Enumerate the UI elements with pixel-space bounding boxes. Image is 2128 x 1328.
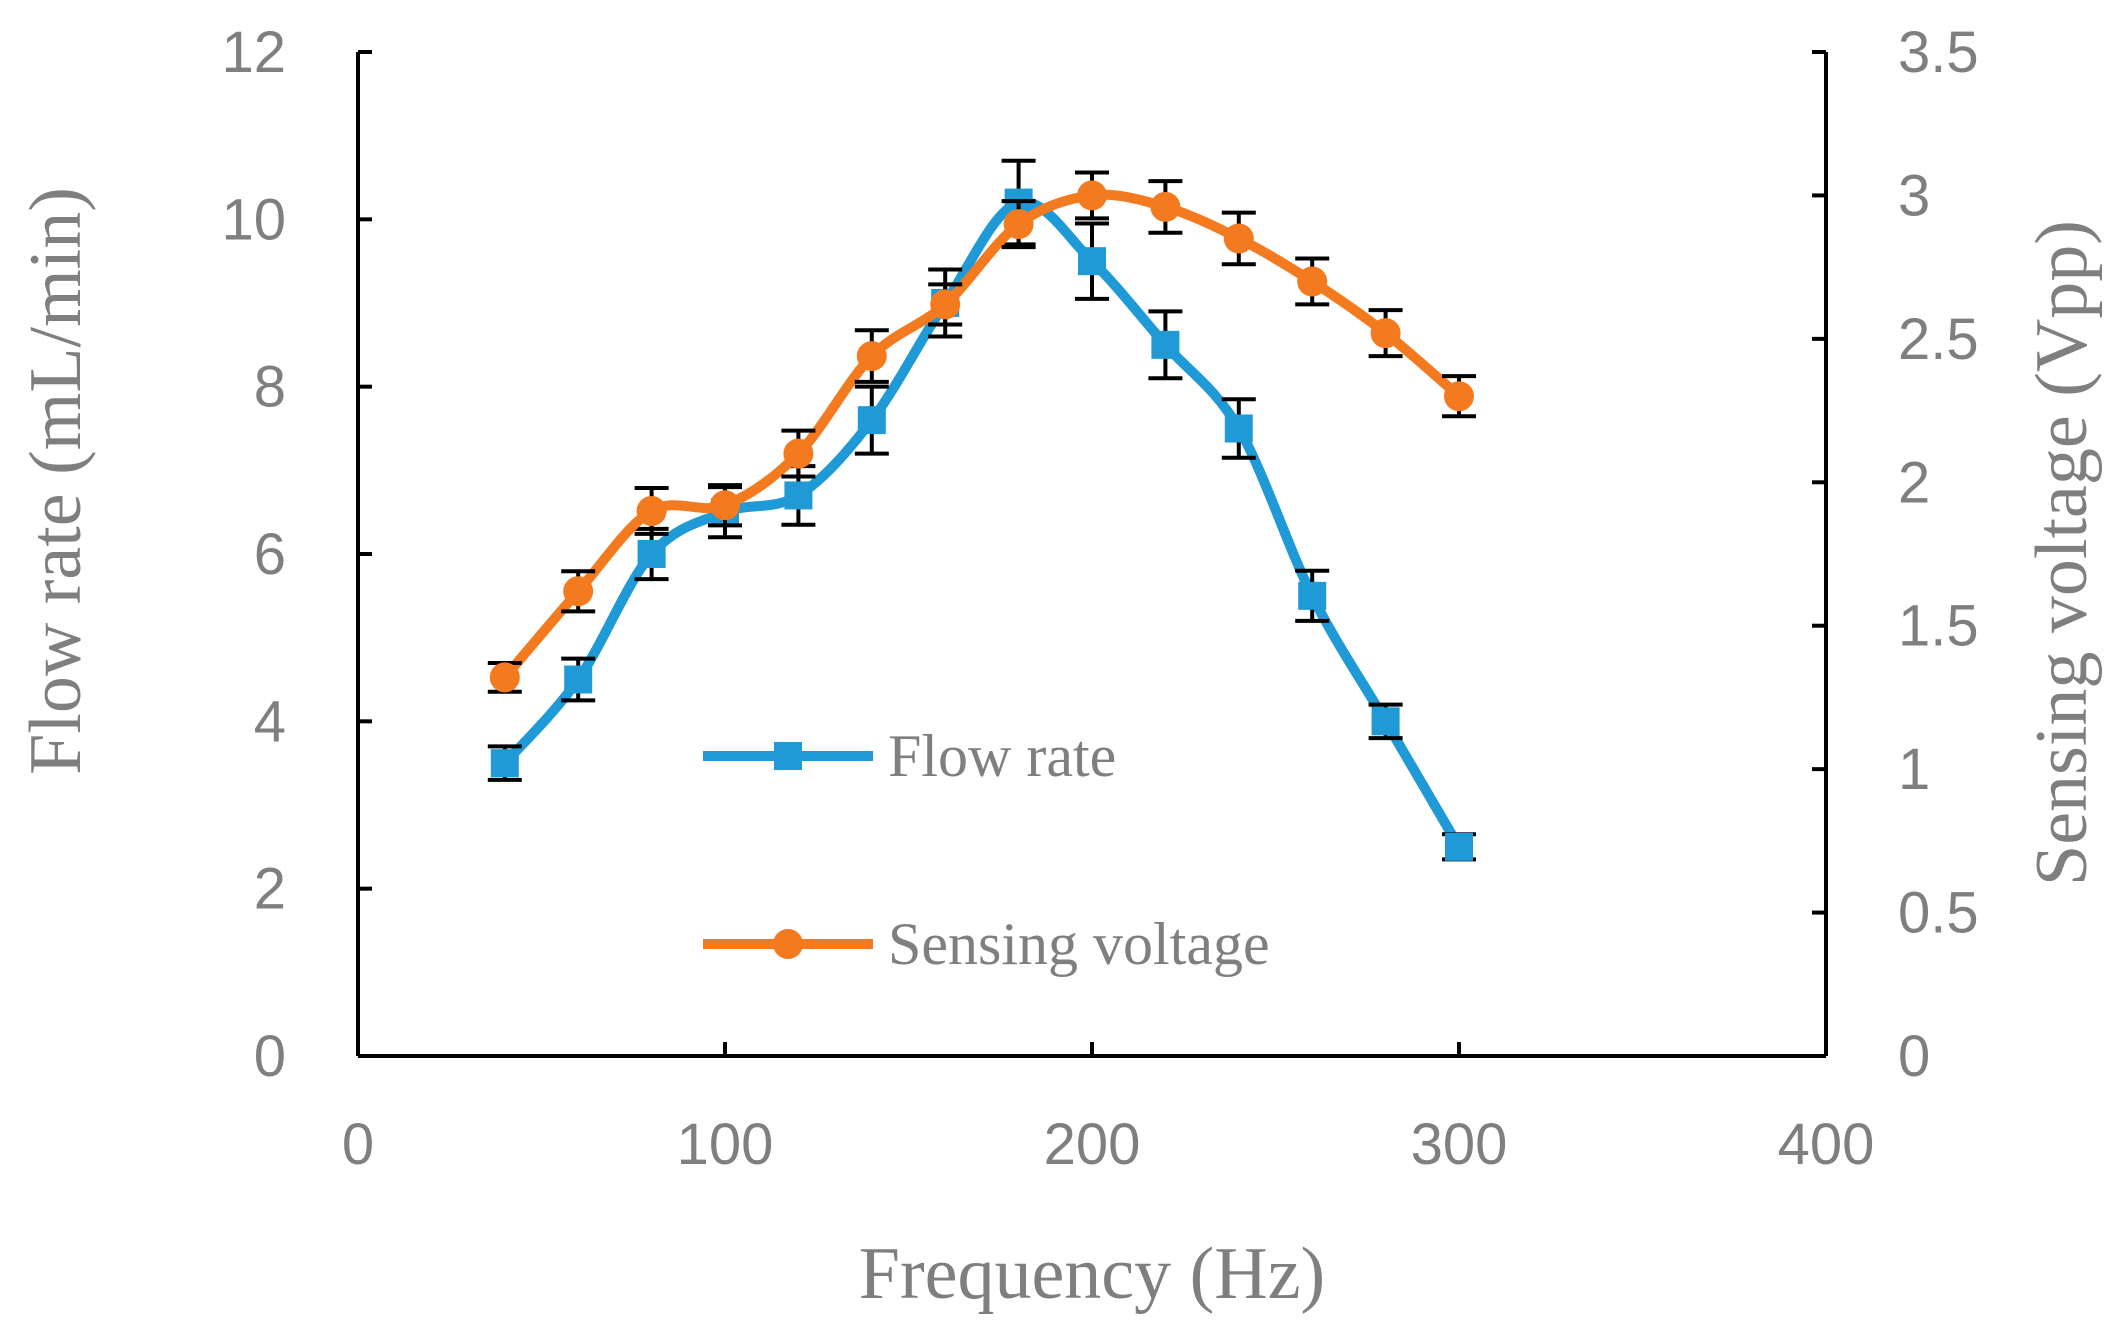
- data-point-sensing-voltage: [489, 662, 520, 693]
- data-point-sensing-voltage: [1370, 318, 1401, 349]
- data-point-flow-rate: [637, 540, 666, 568]
- y2-tick-label: 0.5: [1898, 881, 1979, 946]
- legend-label-sensing-voltage: Sensing voltage: [888, 911, 1270, 977]
- data-point-flow-rate: [1151, 330, 1180, 359]
- data-point-flow-rate: [1445, 832, 1473, 861]
- x-tick-label: 400: [1778, 1112, 1875, 1177]
- y2-tick-label: 0: [1898, 1024, 1930, 1089]
- data-point-sensing-voltage: [563, 576, 594, 607]
- tick-labels: 0 100 200 300 400 0 2 4 6 8 10 12 0 0.5 1 1.5 2 2.5 3 3.5: [221, 20, 1978, 1177]
- data-point-sensing-voltage: [710, 490, 740, 521]
- data-point-flow-rate: [1371, 707, 1400, 736]
- legend: Flow rate Sensing voltage: [703, 723, 1270, 977]
- x-tick-label: 300: [1411, 1112, 1508, 1177]
- series-layer: [487, 158, 1476, 862]
- y-tick-label: 2: [254, 857, 286, 922]
- y-tick-label: 12: [221, 20, 286, 85]
- x-tick-label: 100: [677, 1112, 774, 1177]
- y-tick-label: 4: [254, 689, 286, 754]
- data-point-flow-rate: [1298, 581, 1327, 610]
- data-point-flow-rate: [857, 406, 886, 435]
- y-tick-label: 10: [221, 187, 286, 252]
- x-tick-label: 200: [1044, 1112, 1141, 1177]
- data-point-sensing-voltage: [1444, 381, 1474, 412]
- data-point-sensing-voltage: [1003, 209, 1034, 240]
- legend-item-flow-rate: Flow rate: [703, 723, 1116, 789]
- series-sensing-voltage: [487, 170, 1476, 694]
- data-point-flow-rate: [784, 481, 813, 510]
- y2-tick-label: 1: [1898, 737, 1930, 802]
- legend-item-sensing-voltage: Sensing voltage: [703, 911, 1270, 977]
- y-axis-title: Flow rate (mL/min): [15, 187, 97, 775]
- x-tick-label: 0: [342, 1112, 374, 1177]
- data-point-flow-rate: [1078, 247, 1106, 276]
- y2-axis-title: Sensing voltage (Vpp): [2021, 220, 2103, 886]
- data-point-sensing-voltage: [1223, 223, 1254, 254]
- data-point-flow-rate: [564, 665, 593, 694]
- data-point-flow-rate: [490, 749, 519, 778]
- y-tick-label: 6: [254, 522, 286, 587]
- x-axis-title: Frequency (Hz): [859, 1233, 1325, 1315]
- data-point-sensing-voltage: [636, 495, 667, 526]
- legend-swatch-sensing-voltage-marker: [773, 929, 803, 959]
- data-point-sensing-voltage: [783, 438, 814, 469]
- y2-tick-label: 2: [1898, 450, 1930, 515]
- data-point-sensing-voltage: [1077, 180, 1107, 211]
- data-point-sensing-voltage: [1150, 191, 1181, 222]
- data-point-sensing-voltage: [930, 289, 961, 320]
- y-tick-label: 8: [254, 355, 286, 420]
- y2-tick-label: 1.5: [1898, 594, 1979, 659]
- ticks: [356, 50, 1828, 1058]
- data-point-sensing-voltage: [1297, 266, 1328, 297]
- y2-tick-label: 3.5: [1898, 20, 1979, 85]
- y2-tick-label: 3: [1898, 163, 1930, 228]
- legend-label-flow-rate: Flow rate: [888, 723, 1116, 789]
- y-tick-label: 0: [254, 1024, 286, 1089]
- data-point-flow-rate: [1224, 414, 1253, 443]
- data-point-sensing-voltage: [856, 341, 887, 372]
- legend-swatch-flow-rate-marker: [774, 742, 802, 770]
- y2-tick-label: 2.5: [1898, 307, 1979, 372]
